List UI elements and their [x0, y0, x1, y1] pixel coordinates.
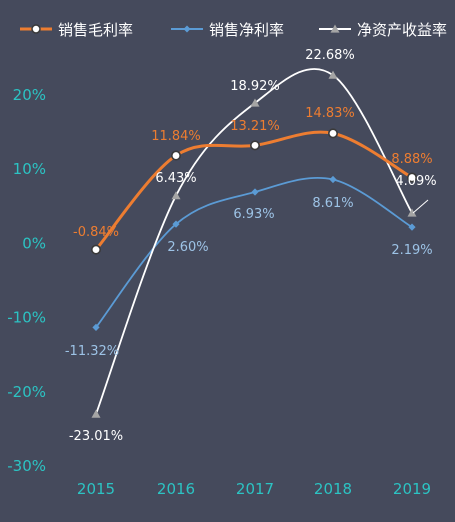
legend-item-roe: 净资产收益率 [319, 21, 447, 39]
x-tick-label: 2015 [77, 480, 115, 498]
gross-margin-data-label: 13.21% [230, 119, 280, 134]
roe-point [407, 208, 417, 217]
x-tick-label: 2016 [157, 480, 195, 498]
net-margin-data-label: 8.61% [312, 196, 353, 211]
net-margin-series [92, 175, 416, 331]
roe-point [91, 409, 101, 418]
legend-marker [330, 24, 340, 33]
gross-margin-data-label: 8.88% [391, 152, 432, 167]
net-margin-point [172, 220, 180, 228]
gross-margin-data-label: 14.83% [305, 106, 355, 121]
gross-margin-series [91, 128, 417, 255]
roe-data-label: 18.92% [230, 79, 280, 94]
roe-point [250, 98, 260, 107]
roe-data-label: 6.43% [155, 171, 196, 186]
roe-series [91, 68, 417, 418]
gross-margin-data-label: 11.84% [151, 129, 201, 144]
net-margin-point [251, 188, 259, 196]
roe-point [328, 70, 338, 79]
y-tick-label: -20% [7, 383, 46, 401]
legend-marker [31, 24, 41, 34]
y-tick-label: 0% [22, 234, 46, 252]
x-tick-label: 2017 [236, 480, 274, 498]
y-tick-label: -30% [7, 457, 46, 475]
legend-label: 净资产收益率 [357, 21, 447, 39]
roe-data-label: -23.01% [69, 429, 123, 444]
roe-data-label: 22.68% [305, 48, 355, 63]
y-tick-label: -10% [7, 309, 46, 327]
net-margin-data-label: 2.19% [391, 243, 432, 258]
legend-label: 销售毛利率 [58, 21, 133, 39]
legend-item-gross-margin: 销售毛利率 [20, 21, 133, 39]
roe-line [95, 68, 413, 415]
legend-item-net-margin: 销售净利率 [171, 21, 284, 39]
net-margin-data-label: 6.93% [233, 207, 274, 222]
gross-margin-point [91, 244, 102, 255]
roe-data-label: 4.09% [395, 174, 436, 189]
y-tick-label: 20% [13, 86, 46, 104]
net-margin-data-label: 2.60% [167, 240, 208, 255]
roe-label-leader-line [412, 199, 429, 214]
y-tick-label: 10% [13, 160, 46, 178]
gross-margin-point [327, 128, 338, 139]
gross-margin-point [171, 150, 182, 161]
net-margin-point [408, 223, 416, 231]
net-margin-point [329, 175, 337, 184]
legend-marker [183, 25, 191, 33]
roe-point [171, 191, 181, 200]
gross-margin-point [250, 140, 261, 151]
x-tick-label: 2018 [314, 480, 352, 498]
gross-margin-data-label: -0.84% [73, 225, 119, 240]
net-margin-line [95, 176, 413, 328]
x-tick-label: 2019 [393, 480, 431, 498]
legend-label: 销售净利率 [209, 21, 284, 39]
legend: 销售毛利率 销售净利率 净资产收益率 [20, 21, 447, 39]
net-margin-data-label: -11.32% [65, 344, 119, 359]
net-margin-point [92, 323, 100, 331]
gross-margin-point [406, 172, 417, 183]
